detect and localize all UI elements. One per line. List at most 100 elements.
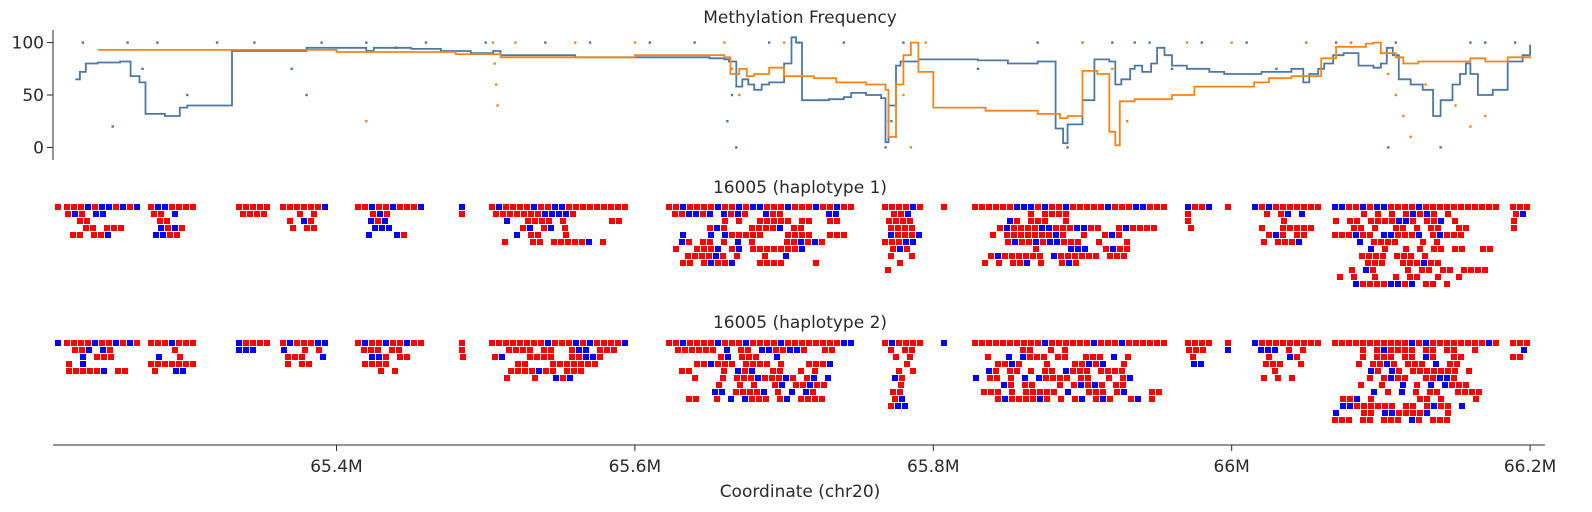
haplotype-1-cell bbox=[1199, 204, 1205, 210]
methylation-frequency-panel: Methylation Frequency 0 50 100 bbox=[12, 8, 1531, 160]
y-tick-label: 50 bbox=[22, 86, 44, 106]
haplotype-2-cell bbox=[1020, 354, 1026, 360]
haplotype-1-cell bbox=[1103, 246, 1109, 252]
haplotype-2-cell bbox=[692, 375, 698, 381]
haplotype-1-cell bbox=[1431, 211, 1437, 217]
haplotype-2-cell bbox=[748, 375, 754, 381]
haplotype-2-cell bbox=[543, 368, 549, 374]
haplotype-2-cell bbox=[383, 340, 389, 346]
haplotype-2-cell bbox=[1154, 340, 1160, 346]
haplotype-2-cell bbox=[721, 368, 727, 374]
haplotype-1-cell bbox=[784, 239, 790, 245]
haplotype-2-cell bbox=[459, 340, 465, 346]
haplotype-1-cell bbox=[1007, 218, 1013, 224]
haplotype-1-cell bbox=[764, 260, 770, 266]
haplotype-1-cell bbox=[586, 239, 592, 245]
haplotype-2-cell bbox=[1360, 354, 1366, 360]
haplotype-1-cell bbox=[608, 204, 614, 210]
haplotype-2-cell bbox=[552, 340, 558, 346]
frequency-point bbox=[693, 41, 696, 44]
haplotype-1-cell bbox=[1409, 204, 1415, 210]
haplotype-1-cell bbox=[686, 239, 692, 245]
haplotype-1-cell bbox=[65, 211, 71, 217]
haplotype-1-cell bbox=[1124, 239, 1130, 245]
haplotype-1-cell bbox=[562, 225, 568, 231]
haplotype-1-cell bbox=[701, 246, 707, 252]
haplotype-2-cell bbox=[152, 368, 158, 374]
haplotype-2-cell bbox=[169, 361, 175, 367]
haplotype-1-cell bbox=[294, 204, 300, 210]
haplotype-1-cell bbox=[1423, 281, 1429, 287]
haplotype-2-cell bbox=[316, 347, 322, 353]
haplotype-1-cell bbox=[257, 204, 263, 210]
haplotype-2-cell bbox=[780, 347, 786, 353]
haplotype-1-cell bbox=[1049, 204, 1055, 210]
haplotype-2-cell bbox=[1280, 340, 1286, 346]
haplotype-1-cell bbox=[1381, 281, 1387, 287]
haplotype-2-cell bbox=[1340, 396, 1346, 402]
haplotype-1-cell bbox=[1434, 239, 1440, 245]
haplotype-2-cell bbox=[369, 354, 375, 360]
haplotype-2-cell bbox=[712, 389, 718, 395]
haplotype-1-cell bbox=[701, 204, 707, 210]
haplotype-1-cell bbox=[750, 246, 756, 252]
haplotype-2-cell bbox=[243, 340, 249, 346]
haplotype-2-cell bbox=[787, 347, 793, 353]
haplotype-2-cell bbox=[798, 396, 804, 402]
haplotype-1-cell bbox=[1351, 225, 1357, 231]
haplotype-2-cell bbox=[1360, 417, 1366, 423]
haplotype-2-cell bbox=[1021, 340, 1027, 346]
frequency-point bbox=[730, 93, 734, 97]
haplotype-1-cell bbox=[834, 204, 840, 210]
haplotype-1-cell bbox=[1018, 232, 1024, 238]
haplotype-1-cell bbox=[1079, 253, 1085, 259]
haplotype-1-cell bbox=[304, 225, 310, 231]
frequency-point bbox=[81, 41, 84, 44]
haplotype-2-cell bbox=[693, 396, 699, 402]
haplotype-1-cell bbox=[572, 239, 578, 245]
haplotype-2-cell bbox=[534, 354, 540, 360]
haplotype-2-cell bbox=[1135, 396, 1141, 402]
haplotype-1-cell bbox=[902, 232, 908, 238]
frequency-point bbox=[902, 93, 905, 97]
haplotype-1-cell bbox=[1126, 204, 1132, 210]
haplotype-1-cell bbox=[827, 218, 833, 224]
haplotype-1-cell bbox=[713, 253, 719, 259]
haplotype-1-cell bbox=[514, 211, 520, 217]
haplotype-2-cell bbox=[749, 368, 755, 374]
x-tick-label: 66M bbox=[1214, 457, 1250, 477]
haplotype-1-cell bbox=[997, 225, 1003, 231]
haplotype-1-cell bbox=[1114, 253, 1120, 259]
haplotype-1-cell bbox=[763, 211, 769, 217]
haplotype-2-cell bbox=[243, 347, 249, 353]
haplotype-2-cell bbox=[1112, 368, 1118, 374]
haplotype-2-cell bbox=[679, 368, 685, 374]
haplotype-1-cell bbox=[1359, 253, 1365, 259]
haplotype-1-cell bbox=[1388, 281, 1394, 287]
haplotype-2-cell bbox=[1000, 340, 1006, 346]
haplotype-2-cell bbox=[376, 354, 382, 360]
haplotype-1-cell bbox=[903, 204, 909, 210]
haplotype-2-cell bbox=[896, 340, 902, 346]
haplotype-1-cell bbox=[77, 232, 83, 238]
haplotype-1-cell bbox=[174, 232, 180, 238]
haplotype-2-cell bbox=[720, 375, 726, 381]
haplotype-1-cell bbox=[742, 211, 748, 217]
haplotype-1-cell bbox=[1025, 225, 1031, 231]
haplotype-2-cell bbox=[739, 354, 745, 360]
haplotype-2-cell bbox=[576, 347, 582, 353]
haplotype-1-cell bbox=[1093, 253, 1099, 259]
haplotype-1-cell bbox=[375, 218, 381, 224]
haplotype-1-cell bbox=[890, 246, 896, 252]
haplotype-1-cell bbox=[1063, 211, 1069, 217]
haplotype-1-cell bbox=[736, 218, 742, 224]
haplotype-1-cell bbox=[757, 260, 763, 266]
haplotype-1-cell bbox=[735, 239, 741, 245]
haplotype-1-cell bbox=[530, 239, 536, 245]
haplotype-2-cell bbox=[180, 368, 186, 374]
haplotype-2-cell bbox=[315, 340, 321, 346]
haplotype-1-cell bbox=[909, 225, 915, 231]
haplotype-2-cell bbox=[1100, 389, 1106, 395]
haplotype-2-cell bbox=[1149, 389, 1155, 395]
